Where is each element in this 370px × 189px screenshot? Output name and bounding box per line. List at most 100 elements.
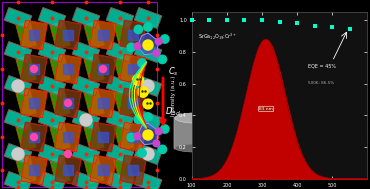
- Polygon shape: [120, 88, 146, 118]
- Circle shape: [64, 99, 71, 106]
- Bar: [213, 125, 225, 141]
- Bar: [235, 123, 253, 135]
- Polygon shape: [107, 8, 134, 28]
- Ellipse shape: [175, 113, 215, 123]
- Polygon shape: [135, 144, 161, 164]
- Polygon shape: [225, 128, 255, 138]
- Polygon shape: [120, 20, 146, 50]
- Circle shape: [142, 80, 154, 92]
- Polygon shape: [107, 42, 134, 62]
- Text: SrGa$_{12}$O$_{19}$:Cr$^{3+}$: SrGa$_{12}$O$_{19}$:Cr$^{3+}$: [198, 32, 237, 42]
- Polygon shape: [128, 64, 138, 74]
- Polygon shape: [107, 172, 134, 189]
- Polygon shape: [98, 132, 108, 142]
- Text: $C_s$: $C_s$: [168, 66, 179, 78]
- Polygon shape: [4, 8, 31, 28]
- Polygon shape: [29, 30, 39, 40]
- Circle shape: [138, 87, 148, 97]
- Polygon shape: [16, 124, 36, 150]
- Polygon shape: [29, 165, 39, 175]
- Text: EQE = 45%: EQE = 45%: [308, 64, 336, 69]
- Polygon shape: [90, 155, 116, 185]
- Circle shape: [158, 55, 166, 64]
- Polygon shape: [16, 90, 36, 116]
- Circle shape: [127, 43, 135, 52]
- Polygon shape: [38, 8, 65, 28]
- Polygon shape: [114, 124, 134, 150]
- Circle shape: [127, 133, 135, 142]
- Polygon shape: [50, 124, 70, 150]
- Ellipse shape: [219, 123, 231, 139]
- Circle shape: [155, 128, 162, 135]
- Bar: [2, 2, 157, 187]
- Polygon shape: [55, 54, 81, 84]
- Polygon shape: [55, 88, 81, 118]
- Polygon shape: [128, 98, 138, 108]
- Polygon shape: [135, 172, 161, 189]
- Polygon shape: [114, 22, 134, 48]
- Circle shape: [12, 148, 24, 160]
- Polygon shape: [135, 8, 161, 28]
- Polygon shape: [63, 98, 73, 108]
- Polygon shape: [38, 172, 65, 189]
- Polygon shape: [63, 165, 73, 175]
- Polygon shape: [29, 98, 39, 108]
- Circle shape: [134, 133, 141, 139]
- Polygon shape: [254, 118, 261, 142]
- Polygon shape: [63, 30, 73, 40]
- Polygon shape: [63, 64, 73, 74]
- Circle shape: [138, 149, 146, 157]
- Polygon shape: [38, 110, 65, 130]
- Polygon shape: [16, 22, 36, 48]
- Circle shape: [64, 150, 71, 157]
- Polygon shape: [84, 90, 104, 116]
- Polygon shape: [73, 8, 100, 28]
- Polygon shape: [21, 155, 47, 185]
- Polygon shape: [73, 76, 100, 96]
- Polygon shape: [98, 64, 108, 74]
- Polygon shape: [107, 144, 134, 164]
- Polygon shape: [114, 157, 134, 183]
- Text: 500K: 86.5%: 500K: 86.5%: [308, 81, 334, 84]
- Polygon shape: [50, 22, 70, 48]
- Polygon shape: [90, 88, 116, 118]
- Polygon shape: [135, 42, 161, 62]
- Circle shape: [161, 35, 169, 43]
- Polygon shape: [29, 132, 39, 142]
- Polygon shape: [137, 33, 159, 55]
- Polygon shape: [84, 124, 104, 150]
- Polygon shape: [55, 20, 81, 50]
- Polygon shape: [38, 42, 65, 62]
- Polygon shape: [120, 155, 146, 185]
- Ellipse shape: [175, 144, 215, 152]
- Circle shape: [153, 50, 160, 57]
- Polygon shape: [128, 165, 138, 175]
- Circle shape: [30, 66, 37, 73]
- Circle shape: [155, 38, 162, 45]
- Polygon shape: [21, 122, 47, 152]
- Polygon shape: [73, 110, 100, 130]
- Polygon shape: [21, 88, 47, 118]
- Circle shape: [134, 25, 142, 34]
- Circle shape: [80, 114, 92, 126]
- Polygon shape: [29, 64, 39, 74]
- Text: $D_{3d}$: $D_{3d}$: [165, 106, 181, 118]
- Circle shape: [153, 140, 160, 147]
- Polygon shape: [4, 172, 31, 189]
- Polygon shape: [120, 122, 146, 152]
- Circle shape: [144, 113, 152, 121]
- Circle shape: [134, 43, 141, 50]
- Circle shape: [161, 125, 169, 133]
- Circle shape: [143, 130, 153, 140]
- Polygon shape: [98, 165, 108, 175]
- FancyBboxPatch shape: [174, 117, 216, 149]
- Polygon shape: [4, 42, 31, 62]
- Circle shape: [143, 99, 153, 109]
- Polygon shape: [120, 54, 146, 84]
- Polygon shape: [84, 56, 104, 82]
- Polygon shape: [55, 155, 81, 185]
- Polygon shape: [90, 122, 116, 152]
- Polygon shape: [107, 110, 134, 130]
- Polygon shape: [90, 20, 116, 50]
- Circle shape: [134, 115, 142, 124]
